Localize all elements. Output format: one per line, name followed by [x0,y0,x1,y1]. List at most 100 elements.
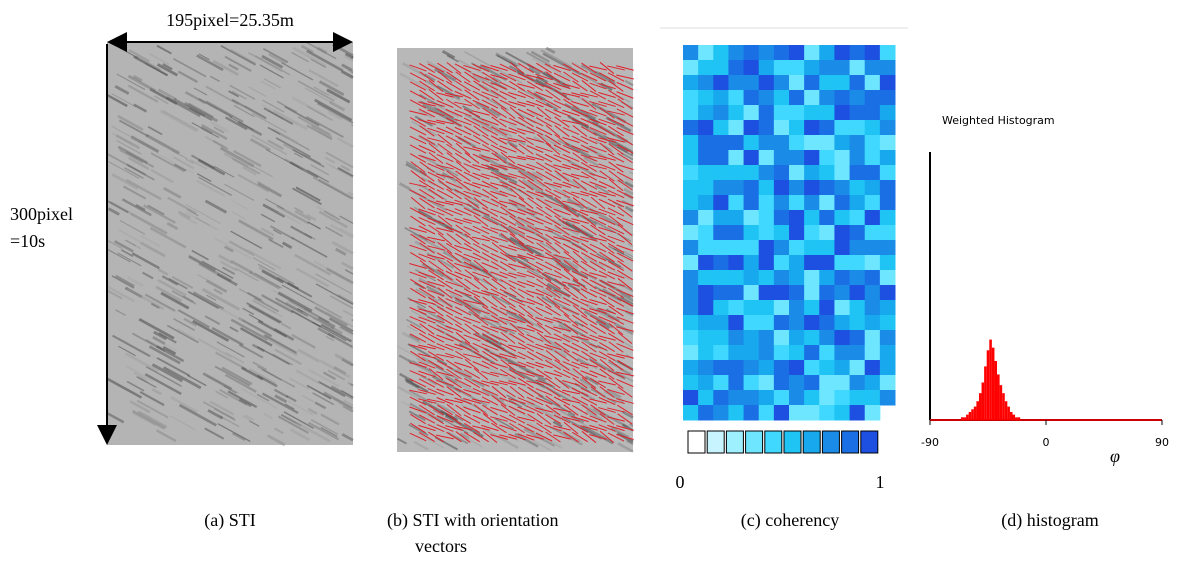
texture [230,49,257,65]
coherency-cell [834,390,851,406]
orientation-vector [517,342,535,352]
caption: (d) histogram [1001,510,1098,531]
coherency-cell [834,45,851,61]
orientation-vector [607,117,625,127]
orientation-vector [472,342,490,352]
histogram-bar [1004,401,1008,420]
orientation-vector [446,242,462,254]
orientation-vector [545,287,561,299]
texture [603,292,634,311]
texture [458,298,491,317]
orientation-vector [580,190,598,198]
texture [262,203,286,218]
texture [537,133,558,146]
orientation-vector [499,81,517,91]
texture [224,55,252,72]
orientation-vector [472,333,490,343]
texture [313,301,343,319]
orientation-vector [490,352,508,360]
histogram-bar [989,339,992,420]
orientation-vector [409,72,427,82]
orientation-vector [473,134,489,146]
orientation-vector [490,235,508,243]
orientation-vector [445,298,463,306]
texture [106,377,143,399]
texture [337,294,354,305]
orientation-vector [473,350,489,362]
texture [136,376,157,389]
orientation-vector [409,432,427,442]
orientation-vector [418,370,436,378]
orientation-vector [508,280,526,288]
histogram-bar [973,406,977,420]
orientation-vector [562,144,580,154]
orientation-vector [580,415,598,423]
orientation-vector [572,278,588,290]
orientation-vector [508,362,526,368]
orientation-vector [428,89,444,101]
texture [507,358,547,382]
orientation-vector [517,108,535,118]
texture [117,145,148,165]
orientation-vector [427,137,445,143]
texture [569,67,607,89]
orientation-vector [419,89,435,101]
orientation-vector [617,278,633,290]
coherency-cell [849,285,866,301]
orientation-vector [608,178,624,192]
texture [130,212,168,235]
texture [111,173,139,190]
texture [339,215,354,224]
orientation-vector [536,331,552,345]
texture [344,55,354,62]
texture [151,388,162,396]
orientation-vector [464,71,480,83]
texture [622,250,634,258]
orientation-vector [545,71,561,83]
orientation-vector [617,206,633,218]
coherency-cell [683,120,699,136]
orientation-vector [544,271,562,279]
orientation-vector [517,254,535,260]
orientation-vector [607,189,625,199]
texture [606,388,622,399]
texture [214,365,251,387]
orientation-vector [553,387,571,397]
orientation-vector [472,225,490,235]
texture [213,126,225,134]
texture [458,203,482,217]
orientation-vector [481,262,499,270]
histogram-bar [968,411,972,420]
orientation-vector [436,108,454,118]
orientation-vector [527,179,543,191]
coherency-cell [728,405,745,421]
orientation-vector [616,91,634,99]
orientation-vector [509,106,525,120]
texture [166,324,199,344]
texture [112,334,151,358]
orientation-vector [427,333,445,343]
orientation-vector [616,398,634,404]
coherency-cell [743,90,760,106]
orientation-vector [580,154,598,162]
orientation-vector [418,389,436,395]
orientation-vector [589,155,607,161]
texture [256,393,270,402]
orientation-vector [589,243,607,253]
orientation-vector [508,316,526,324]
orientation-vector [617,224,633,236]
texture [585,409,603,422]
texture [289,161,319,179]
texture [129,400,151,414]
orientation-vector [472,243,490,253]
coherency-cell [834,60,851,76]
texture [138,317,175,340]
texture [526,400,562,422]
texture [608,283,623,293]
texture [411,310,440,327]
orientation-vector [409,370,427,378]
orientation-vector [418,234,436,244]
texture [281,61,314,81]
texture [514,432,539,448]
texture [617,145,629,154]
